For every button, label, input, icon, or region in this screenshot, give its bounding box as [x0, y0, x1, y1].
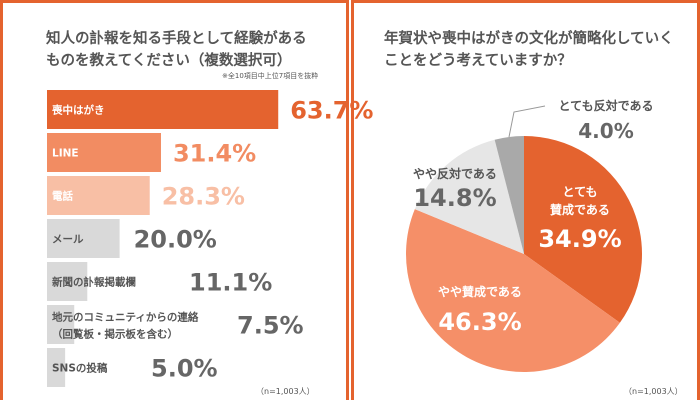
- bar-0: [47, 90, 279, 129]
- pie-label-0: とても賛成である: [550, 185, 610, 217]
- bar-label-0: 喪中はがき: [52, 104, 105, 117]
- bar-sample-size: （n=1,003人）: [256, 387, 315, 396]
- pie-value-2: 14.8%: [413, 184, 496, 212]
- bar-label-3: メール: [52, 234, 84, 246]
- pie-slice-3: [494, 136, 524, 254]
- bar-label-5: 地元のコミュニティからの連絡（回覧板・掲示板を含む）: [52, 311, 199, 341]
- pie-value-1: 46.3%: [438, 308, 521, 336]
- pie-value-3: 4.0%: [578, 119, 633, 143]
- pie-label-3: とても反対である: [559, 98, 654, 113]
- leader-line: [508, 105, 546, 138]
- bar-value-3: 20.0%: [134, 226, 217, 254]
- bar-label-4: 新聞の訃報掲載欄: [52, 276, 136, 289]
- pie-slice-0: [524, 136, 642, 323]
- bar-1: [47, 133, 161, 172]
- pie-label-1: やや賛成である: [438, 284, 522, 299]
- pie-sample-size: （n=1,003人）: [624, 387, 683, 396]
- bar-value-4: 11.1%: [189, 269, 272, 297]
- bar-label-6: SNSの投稿: [52, 362, 108, 375]
- bar-3: [47, 219, 120, 258]
- bar-chart-title: 知人の訃報を知る手段として経験があるものを教えてください（複数選択可）: [46, 31, 307, 69]
- right-panel-frame: [351, 0, 700, 400]
- bar-value-6: 5.0%: [151, 355, 218, 383]
- bar-chart-note: ※全10項目中上位7項目を抜粋: [222, 72, 319, 80]
- bar-value-2: 28.3%: [162, 183, 245, 211]
- bar-label-1: LINE: [52, 148, 79, 160]
- pie-chart-title: 年賀状や喪中はがきの文化が簡略化していくことをどう考えていますか？: [384, 31, 674, 69]
- pie-slice-2: [414, 139, 524, 254]
- pie-value-0: 34.9%: [538, 225, 621, 253]
- bar-2: [47, 176, 150, 215]
- bar-value-1: 31.4%: [173, 140, 256, 168]
- bar-value-0: 63.7%: [290, 97, 373, 125]
- bar-6: [47, 348, 66, 387]
- bar-5: [47, 305, 75, 344]
- pie-slice-1: [406, 209, 620, 372]
- bar-4: [47, 262, 88, 301]
- left-panel-frame: [0, 0, 349, 400]
- bar-label-2: 電話: [52, 190, 73, 203]
- bar-value-5: 7.5%: [237, 312, 304, 340]
- pie-label-2: やや反対である: [413, 166, 497, 181]
